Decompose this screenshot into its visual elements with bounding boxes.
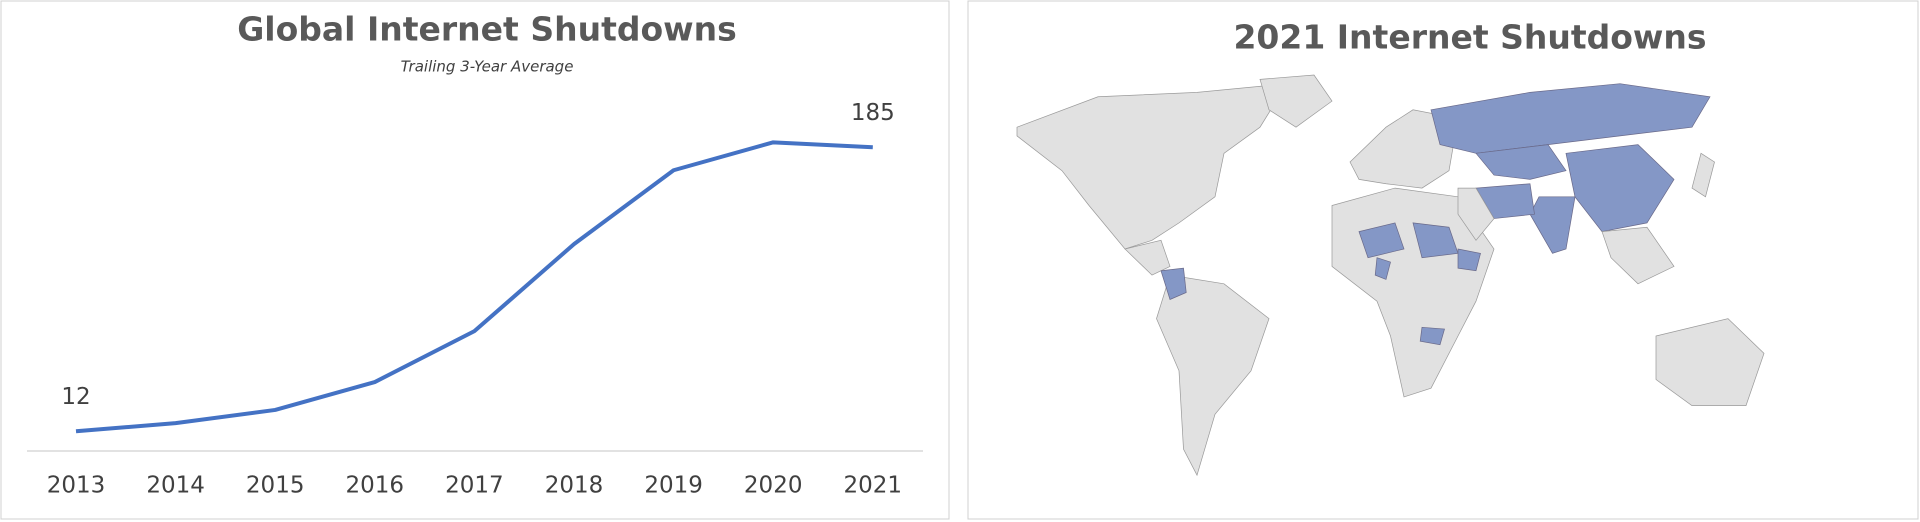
southeast-asia (1601, 226, 1675, 285)
japan (1691, 152, 1715, 198)
chart-title: Global Internet Shutdowns (237, 10, 737, 49)
x-tick-label: 2017 (445, 473, 504, 499)
arabia (1457, 187, 1495, 241)
left-panel (0, 0, 950, 520)
x-tick-label: 2019 (644, 473, 703, 499)
russia (1430, 83, 1711, 154)
south-america (1156, 274, 1270, 477)
x-tick-label: 2014 (146, 473, 205, 499)
zambia (1419, 326, 1445, 346)
world-map (1016, 74, 1765, 477)
sahel (1358, 222, 1405, 259)
line-series (75, 140, 873, 434)
x-tick-label: 2015 (246, 473, 305, 499)
greenland (1259, 74, 1333, 128)
nigeria (1374, 257, 1391, 280)
central-america (1124, 239, 1171, 276)
x-tick-label: 2021 (844, 473, 903, 499)
colombia (1160, 267, 1187, 300)
data-label: 185 (851, 100, 895, 126)
map-title: 2021 Internet Shutdowns (1233, 18, 1706, 57)
x-tick-label: 2013 (47, 473, 106, 499)
europe (1349, 109, 1459, 189)
x-tick-label: 2020 (744, 473, 803, 499)
ethiopia (1457, 248, 1481, 272)
australia (1655, 318, 1765, 406)
north-america (1016, 83, 1288, 250)
x-tick-label: 2018 (545, 473, 604, 499)
x-tick-label: 2016 (346, 473, 405, 499)
central-asia (1475, 144, 1567, 180)
chart-subtitle: Trailing 3-Year Average (401, 58, 574, 76)
data-label: 12 (61, 384, 90, 410)
